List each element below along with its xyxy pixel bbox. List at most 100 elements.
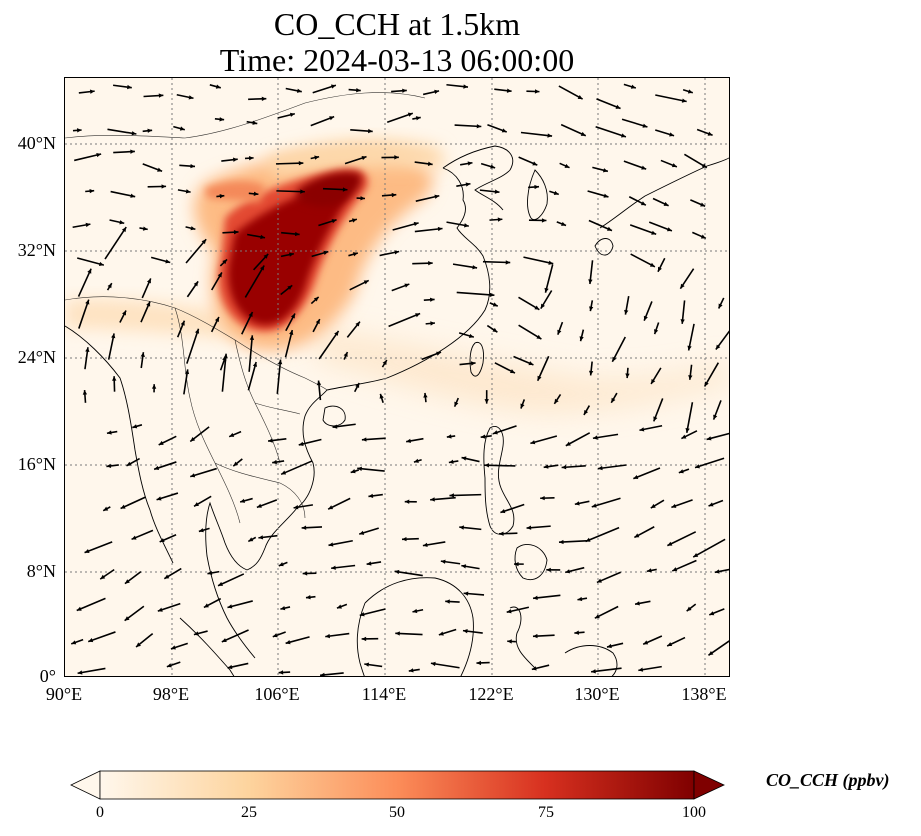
wind-vector-head bbox=[190, 436, 196, 442]
wind-vector-head bbox=[336, 604, 342, 609]
wind-vector-head bbox=[707, 131, 713, 136]
wind-vector-head bbox=[506, 609, 512, 614]
wind-vector-shaft bbox=[186, 328, 200, 364]
wind-vector-head bbox=[147, 128, 153, 133]
wind-vector-head bbox=[350, 469, 356, 474]
wind-vector-head bbox=[180, 320, 185, 326]
wind-vector-head bbox=[248, 537, 254, 542]
wind-vector-head bbox=[406, 438, 411, 444]
wind-vector-head bbox=[532, 161, 538, 166]
wind-vector-head bbox=[217, 272, 222, 278]
wind-vector-head bbox=[402, 88, 407, 93]
wind-vector-shaft bbox=[190, 467, 217, 478]
wind-vector-head bbox=[355, 321, 360, 327]
wind-vector-head bbox=[606, 643, 612, 649]
wind-vector-head bbox=[543, 464, 549, 469]
wind-vector-head bbox=[198, 528, 204, 533]
wind-vector-head bbox=[363, 280, 369, 285]
wind-vector-head bbox=[252, 120, 258, 125]
wind-vector-head bbox=[84, 548, 90, 554]
wind-vector-head bbox=[536, 334, 542, 340]
wind-vector-head bbox=[316, 380, 322, 386]
wind-vector-head bbox=[459, 525, 464, 530]
wind-vector-head bbox=[635, 601, 640, 606]
wind-vector-head bbox=[577, 596, 583, 602]
wind-vector-head bbox=[190, 226, 196, 231]
wind-vector-head bbox=[650, 503, 656, 509]
wind-vector-head bbox=[597, 465, 603, 471]
wind-vector-head bbox=[157, 607, 163, 612]
wind-vector-head bbox=[136, 642, 141, 647]
wind-vector-head bbox=[330, 84, 336, 89]
wind-vector-head bbox=[89, 188, 95, 194]
wind-vector-head bbox=[528, 361, 534, 366]
wind-vector-head bbox=[534, 305, 540, 310]
wind-vector-head bbox=[666, 227, 672, 232]
wind-vector-head bbox=[248, 156, 254, 161]
wind-vector-head bbox=[256, 503, 262, 508]
wind-vector-head bbox=[687, 345, 692, 351]
wind-vector-head bbox=[713, 414, 718, 420]
wind-vector-shaft bbox=[630, 253, 656, 268]
wind-vector-head bbox=[361, 155, 367, 161]
wind-vector-head bbox=[489, 292, 495, 298]
wind-vector-head bbox=[633, 474, 639, 480]
wind-vector-head bbox=[272, 633, 278, 638]
map-canvas bbox=[65, 78, 729, 676]
wind-vector-head bbox=[158, 440, 164, 445]
wind-vector-head bbox=[285, 640, 291, 645]
wind-vector-head bbox=[615, 104, 621, 109]
wind-vector-head bbox=[351, 218, 357, 223]
wind-vector-head bbox=[98, 261, 104, 267]
wind-vector-shaft bbox=[532, 594, 561, 600]
wind-vector-head bbox=[642, 123, 648, 128]
lon-tick-138e: 138°E bbox=[681, 684, 727, 704]
wind-vector-head bbox=[499, 531, 504, 536]
wind-vector-head bbox=[612, 356, 617, 362]
wind-vector-head bbox=[526, 525, 532, 530]
wind-vector-shaft bbox=[221, 629, 249, 643]
wind-vector-head bbox=[643, 640, 649, 645]
wind-vector-head bbox=[124, 616, 130, 621]
wind-vector-head bbox=[606, 226, 612, 231]
colorbar-tick-25: 25 bbox=[241, 804, 257, 821]
wind-vector-head bbox=[680, 319, 685, 324]
wind-vector-shaft bbox=[74, 153, 102, 162]
lat-tick-24n: 24°N bbox=[17, 347, 56, 367]
wind-vector-head bbox=[289, 252, 294, 257]
wind-vector-shaft bbox=[449, 493, 482, 497]
wind-vector-head bbox=[131, 131, 137, 136]
co-concentration-field bbox=[65, 78, 729, 676]
wind-vector-head bbox=[611, 397, 616, 403]
wind-vector-head bbox=[360, 196, 365, 201]
wind-vector-head bbox=[476, 124, 482, 129]
wind-vector-head bbox=[315, 319, 320, 325]
wind-vector-head bbox=[585, 537, 591, 542]
wind-vector-head bbox=[323, 250, 329, 255]
wind-vector-head bbox=[594, 614, 600, 619]
wind-vector-head bbox=[561, 465, 567, 470]
wind-vector-head bbox=[423, 392, 428, 398]
wind-vector-head bbox=[565, 441, 571, 446]
wind-vector-head bbox=[437, 226, 443, 232]
colorbar-tick-0: 0 bbox=[96, 804, 104, 821]
wind-vector-head bbox=[454, 401, 459, 407]
wind-vector-head bbox=[681, 98, 687, 103]
wind-vector-head bbox=[232, 157, 238, 162]
wind-vector-head bbox=[681, 434, 687, 439]
wind-vector-head bbox=[430, 497, 435, 502]
wind-vector-head bbox=[428, 261, 433, 266]
wind-vector-head bbox=[669, 132, 675, 137]
wind-vector-head bbox=[687, 89, 693, 94]
wind-vector-head bbox=[268, 438, 273, 443]
wind-vector-head bbox=[223, 353, 228, 359]
wind-vector-head bbox=[501, 128, 507, 133]
wind-vector-head bbox=[640, 201, 646, 206]
wind-vector-head bbox=[588, 370, 594, 376]
wind-vector-head bbox=[564, 163, 570, 168]
wind-vector-shaft bbox=[248, 335, 254, 372]
wind-vector-shaft bbox=[591, 667, 622, 673]
wind-vector-head bbox=[407, 112, 413, 117]
wind-vector-head bbox=[342, 187, 348, 192]
wind-vector-head bbox=[301, 525, 307, 530]
